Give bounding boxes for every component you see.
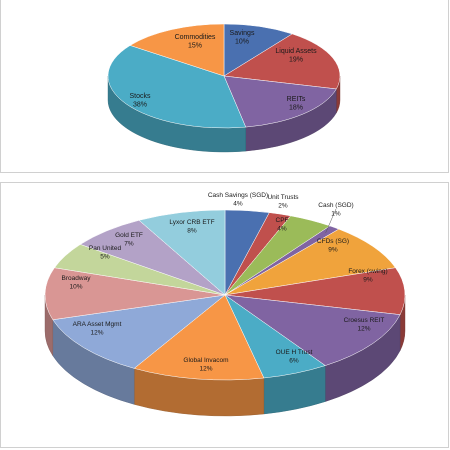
pie-slice-lyxor-crb-etf [138, 209, 226, 296]
slice-label-savings: Savings [230, 30, 255, 37]
pie-slice-global-invacom [133, 294, 265, 381]
pie-slice-liquid-assets [223, 33, 341, 90]
slice-label-gold-etf: Gold ETF [115, 232, 143, 239]
pie-labels: Cash Savings (SGD) 4% Unit Trusts 2% CPF 4% Ca… [62, 192, 388, 373]
slice-label-croesus-reit: Croesus REIT [344, 317, 385, 324]
pie-slice-commodities [129, 23, 225, 77]
slice-label-cpf: CPF [276, 217, 289, 224]
pie-slice-savings [223, 23, 293, 77]
slice-percent-reits: 18% [289, 105, 303, 112]
slice-label-unit-trusts: Unit Trusts [267, 194, 299, 201]
slice-label-stocks: Stocks [129, 93, 151, 100]
pie-top-slices [107, 23, 341, 129]
slice-label-reits: REITs [287, 96, 306, 103]
slice-percent-unit-trusts: 2% [278, 203, 288, 210]
slice-percent-stocks: 38% [133, 102, 147, 109]
slice-percent-ara-asset-mgmt: 12% [90, 330, 103, 337]
pie-chart-top: Savings 10% Liquid Assets 19% REITs 18% Stocks… [107, 23, 341, 153]
slice-percent-commodities: 15% [188, 43, 202, 50]
slice-label-cash-savings-sgd: Cash Savings (SGD) [208, 192, 268, 199]
pie-slice-broadway [44, 267, 226, 321]
pie-slice-forex-swing [224, 267, 406, 315]
pie-top-slices [44, 209, 406, 381]
pie-slice-croesus-reit [224, 294, 401, 366]
slice-label-oue-h-trust: OUE H Trust [276, 349, 313, 356]
slice-label-ara-asset-mgmt: ARA Asset Mgmt [73, 321, 122, 328]
slice-label-commodities: Commodities [175, 34, 216, 41]
slice-percent-liquid-assets: 19% [289, 57, 303, 64]
slice-label-broadway: Broadway [62, 275, 92, 282]
slice-percent-global-invacom: 12% [199, 366, 212, 373]
pie-labels: Savings 10% Liquid Assets 19% REITs 18% Stocks… [129, 30, 317, 112]
slice-percent-oue-h-trust: 6% [289, 358, 299, 365]
pie-slice-cfds-sg [224, 228, 396, 296]
slice-label-cfds-sg: CFDs (SG) [317, 238, 349, 245]
pie-slice-reits [223, 75, 337, 128]
slice-percent-croesus-reit: 12% [357, 326, 370, 333]
slice-percent-cpf: 4% [277, 226, 287, 233]
slice-percent-cash-sgd: 1% [331, 211, 341, 218]
slice-label-forex-swing: Forex (swing) [348, 268, 387, 275]
slice-percent-pan-united: 5% [100, 254, 110, 261]
slice-label-liquid-assets: Liquid Assets [275, 48, 317, 55]
slice-label-cash-sgd: Cash (SGD) [318, 202, 353, 209]
slice-label-pan-united: Pan United [89, 245, 122, 252]
slice-label-lyxor-crb-etf: Lyxor CRB ETF [169, 219, 214, 226]
slice-percent-gold-etf: 7% [124, 241, 134, 248]
leader-line-cash-sgd [325, 208, 337, 233]
slice-percent-savings: 10% [235, 39, 249, 46]
slice-percent-broadway: 10% [69, 284, 82, 291]
slice-label-global-invacom: Global Invacom [183, 357, 228, 364]
slice-percent-cash-savings-sgd: 4% [233, 201, 243, 208]
pie-slice-stocks [107, 45, 247, 129]
slice-percent-cfds-sg: 9% [328, 247, 338, 254]
slice-percent-forex-swing: 9% [363, 277, 373, 284]
slice-percent-lyxor-crb-etf: 8% [187, 228, 197, 235]
pie-slice-ara-asset-mgmt [52, 294, 226, 369]
